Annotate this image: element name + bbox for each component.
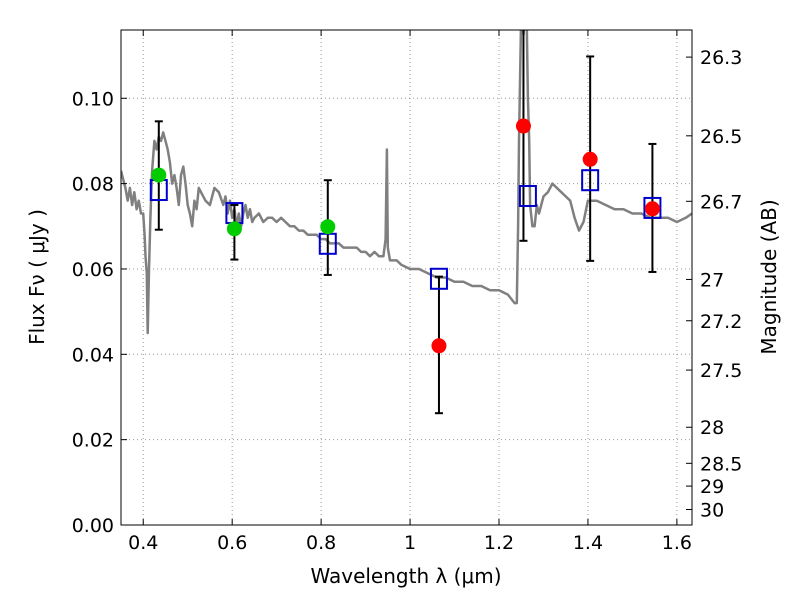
- y-tick-label: 0.02: [72, 430, 114, 452]
- model-spectrum-layer: [121, 30, 692, 335]
- right-tick-label: 27: [700, 269, 724, 291]
- x-tick-label: 0.8: [306, 532, 336, 554]
- right-tick-label: 26.5: [700, 126, 742, 148]
- observed-point-red: [431, 338, 447, 354]
- y-axis-ticks: 0.00 0.02 0.04 0.06 0.08 0.10: [72, 88, 127, 537]
- observed-point-green: [151, 167, 167, 183]
- right-tick-label: 28.5: [700, 453, 742, 475]
- y-tick-label: 0.04: [72, 344, 114, 366]
- x-tick-label: 0.6: [217, 532, 247, 554]
- right-tick-label: 28: [700, 417, 724, 439]
- observed-point-green: [320, 219, 336, 235]
- right-tick-label: 29: [700, 476, 724, 498]
- y-tick-label: 0.08: [72, 174, 114, 196]
- observed-point-red: [515, 118, 531, 134]
- observed-point-red: [644, 201, 660, 217]
- y-tick-label: 0.10: [72, 88, 114, 110]
- model-spectrum-line: [121, 30, 692, 335]
- model-band-marker: [518, 184, 537, 207]
- right-axis-label: Magnitude (AB): [757, 199, 781, 354]
- x-tick-label: 1.4: [573, 532, 603, 554]
- x-axis-ticks: 0.4 0.6 0.8 1 1.2 1.4 1.6: [128, 30, 692, 554]
- observed-point-green: [226, 221, 242, 237]
- y-tick-label: 0.06: [72, 259, 114, 281]
- y-axis-label: Flux Fν ( μJy ): [25, 209, 49, 345]
- x-tick-label: 1.2: [484, 532, 514, 554]
- y-tick-label: 0.00: [72, 515, 114, 537]
- right-tick-label: 30: [700, 500, 724, 522]
- plot-frame: [120, 29, 693, 526]
- right-tick-label: 26.3: [700, 47, 742, 69]
- x-tick-label: 1.6: [662, 532, 692, 554]
- model-band-marker: [429, 267, 448, 290]
- right-tick-label: 27.5: [700, 360, 742, 382]
- observed-points-layer: [151, 118, 660, 354]
- model-band-marker: [643, 196, 662, 219]
- x-tick-label: 1: [404, 532, 416, 554]
- x-tick-label: 0.4: [128, 532, 158, 554]
- right-tick-label: 27.2: [700, 311, 742, 333]
- x-axis-label: Wavelength λ (μm): [310, 564, 501, 588]
- grid-lines: [121, 30, 692, 525]
- observed-point-red: [582, 151, 598, 167]
- right-tick-label: 26.7: [700, 191, 742, 213]
- model-band-marker: [581, 169, 600, 192]
